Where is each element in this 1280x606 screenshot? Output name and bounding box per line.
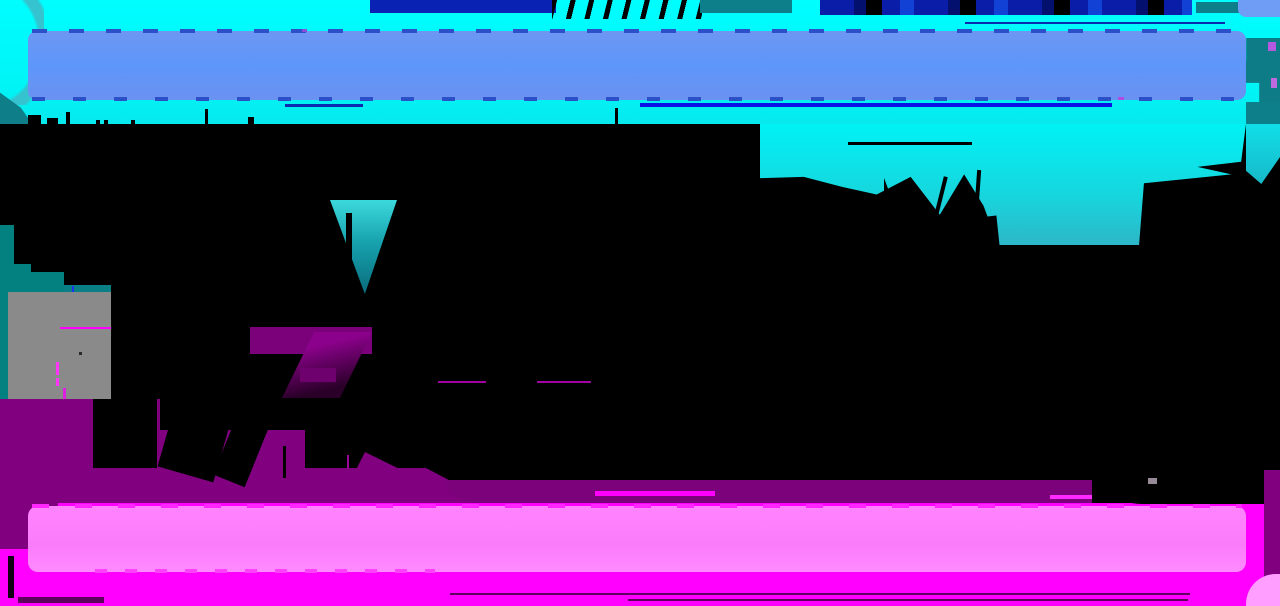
- wedge-black-dash-b: [1205, 200, 1280, 206]
- wedge-black-dash-c: [1232, 213, 1280, 217]
- underline-segment-left: [285, 104, 363, 107]
- glyph-fragment-c: [66, 112, 70, 125]
- purple-glitch-small: [300, 368, 336, 382]
- dark-dot-on-gray: [79, 352, 82, 355]
- blue-bar-fuzz-bottom: [32, 97, 1242, 101]
- black-block-on-purple: [93, 399, 157, 468]
- bar-speck-b: [1118, 97, 1124, 100]
- black-quarter-blob: [1088, 450, 1280, 504]
- blue-bar-fuzz-top: [32, 29, 1242, 33]
- teal-step-c: [64, 285, 111, 292]
- underline-segment-right: [640, 103, 1112, 107]
- magenta-bar-fuzz-top: [32, 504, 1242, 508]
- magenta-thin-line-b: [537, 381, 591, 383]
- dark-strip-bottom: [18, 597, 104, 603]
- black-needle-on-purple: [283, 446, 286, 478]
- wedge-black-dash-a: [1168, 184, 1280, 189]
- teal-step-a: [14, 264, 31, 301]
- glyph-fragment-f: [131, 120, 135, 125]
- magenta-dash-b: [56, 378, 59, 386]
- violet-fleck-a: [1268, 42, 1276, 51]
- top-navy-block: [370, 0, 556, 13]
- glyph-fragment-d: [96, 120, 100, 126]
- glyph-fragment-a: [28, 115, 41, 125]
- glyph-fragment-e: [104, 120, 108, 126]
- purple-band-long: [447, 480, 1092, 505]
- gray-fleck: [1148, 478, 1157, 484]
- purple-vline: [347, 455, 349, 469]
- magenta-dash-mid: [595, 491, 715, 496]
- bar-speck-a: [302, 29, 307, 32]
- top-navy-mottled-band: [820, 0, 1192, 15]
- dark-hairline-bottom-b: [628, 599, 1188, 601]
- violet-fleck-b: [1271, 78, 1277, 88]
- topright-teal-step: [1196, 2, 1242, 13]
- teal-v-slit: [346, 213, 352, 261]
- gray-panel: [8, 292, 111, 399]
- magenta-dash-right: [1050, 495, 1092, 499]
- glyph-antenna-a: [205, 109, 208, 125]
- navy-hairline-top: [965, 22, 1225, 24]
- glyph-fragment-b: [47, 118, 58, 126]
- topright-blue-corner: [1238, 0, 1280, 17]
- blue-tick: [72, 286, 74, 293]
- blue-top-bar: [28, 31, 1246, 100]
- top-teal-block: [700, 0, 792, 13]
- magenta-bar-fuzz-bottom: [95, 569, 435, 573]
- magenta-dash-c: [63, 388, 66, 399]
- glyph-arrow-left-edge: [0, 124, 18, 133]
- glyph-fragment-g: [248, 117, 254, 125]
- black-dash-bottom-left: [8, 556, 14, 598]
- wedge-black-hairline: [848, 142, 972, 145]
- magenta-line-on-gray: [60, 327, 111, 329]
- dark-hairline-bottom-a: [450, 593, 1190, 595]
- magenta-dash-a: [56, 362, 59, 375]
- top-spike-cluster: [552, 0, 702, 19]
- purple-far-right-column: [1264, 470, 1280, 580]
- magenta-thin-line-a: [438, 381, 486, 383]
- glyph-antenna-b: [615, 108, 618, 125]
- magenta-bottom-bar: [28, 506, 1246, 572]
